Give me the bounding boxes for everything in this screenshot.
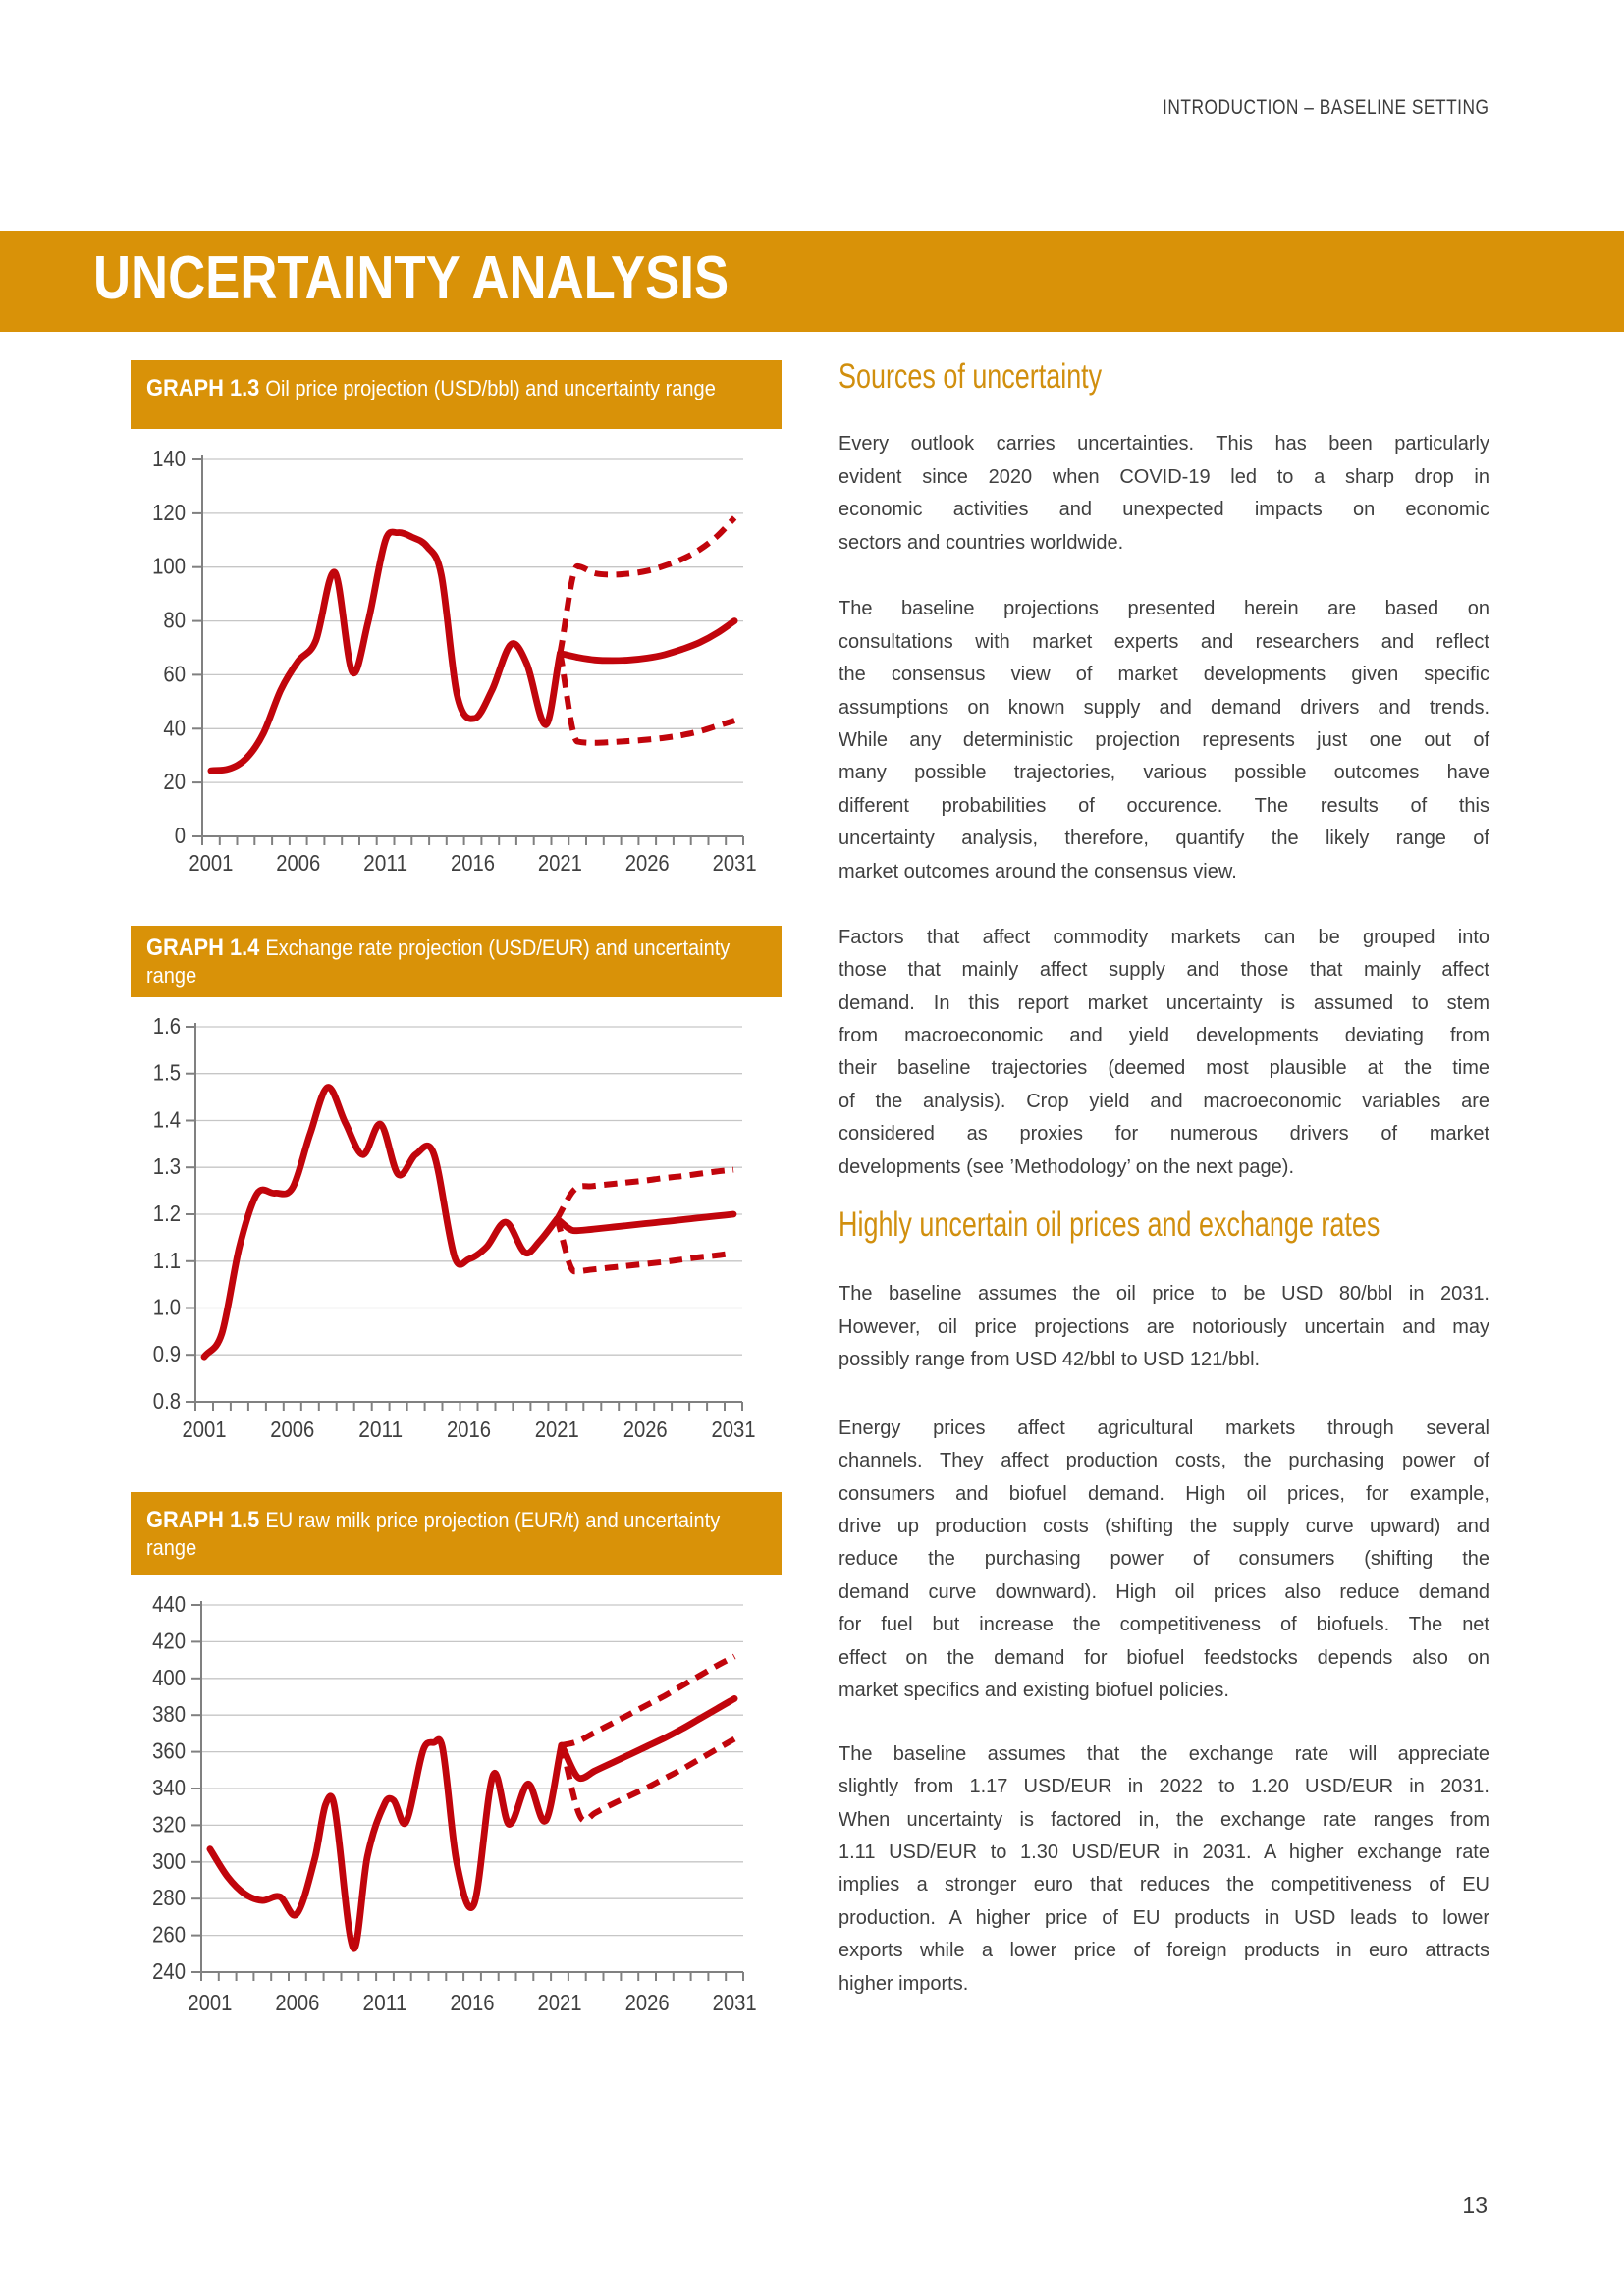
svg-text:2026: 2026 (623, 1416, 668, 1442)
svg-text:1.6: 1.6 (153, 1013, 181, 1039)
svg-text:440: 440 (152, 1591, 186, 1617)
svg-text:20: 20 (163, 769, 186, 794)
svg-text:300: 300 (152, 1848, 186, 1874)
svg-text:1.3: 1.3 (153, 1153, 181, 1179)
svg-text:2031: 2031 (713, 1990, 757, 2015)
svg-text:2031: 2031 (712, 1416, 756, 1442)
svg-text:2016: 2016 (451, 850, 495, 876)
svg-text:240: 240 (152, 1958, 186, 1984)
svg-text:380: 380 (152, 1701, 186, 1727)
svg-text:320: 320 (152, 1811, 186, 1837)
svg-text:2001: 2001 (188, 1990, 232, 2015)
svg-text:120: 120 (152, 500, 186, 525)
svg-text:2006: 2006 (275, 1990, 319, 2015)
svg-text:2021: 2021 (535, 1416, 579, 1442)
svg-text:60: 60 (163, 661, 186, 686)
svg-text:140: 140 (152, 446, 186, 471)
svg-text:100: 100 (152, 554, 186, 579)
svg-text:2021: 2021 (538, 1990, 582, 2015)
svg-text:2006: 2006 (276, 850, 320, 876)
svg-text:1.5: 1.5 (153, 1060, 181, 1086)
svg-text:1.1: 1.1 (153, 1248, 181, 1273)
svg-text:2011: 2011 (363, 850, 407, 876)
svg-text:1.2: 1.2 (153, 1201, 181, 1226)
svg-text:2016: 2016 (451, 1990, 495, 2015)
svg-text:2001: 2001 (183, 1416, 227, 1442)
svg-text:340: 340 (152, 1775, 186, 1800)
svg-text:2026: 2026 (625, 850, 670, 876)
svg-text:0: 0 (175, 823, 186, 848)
svg-text:2031: 2031 (713, 850, 757, 876)
svg-text:360: 360 (152, 1738, 186, 1764)
svg-text:2026: 2026 (625, 1990, 670, 2015)
svg-text:420: 420 (152, 1628, 186, 1653)
svg-text:2016: 2016 (447, 1416, 491, 1442)
svg-text:400: 400 (152, 1665, 186, 1690)
svg-text:2021: 2021 (538, 850, 582, 876)
svg-text:2006: 2006 (270, 1416, 314, 1442)
svg-text:0.9: 0.9 (153, 1341, 181, 1366)
svg-text:260: 260 (152, 1922, 186, 1948)
svg-text:80: 80 (163, 608, 186, 633)
svg-text:1.0: 1.0 (153, 1295, 181, 1320)
svg-text:1.4: 1.4 (153, 1107, 181, 1133)
svg-text:2011: 2011 (358, 1416, 403, 1442)
svg-text:0.8: 0.8 (153, 1388, 181, 1414)
svg-text:2011: 2011 (363, 1990, 407, 2015)
svg-text:280: 280 (152, 1885, 186, 1910)
svg-text:40: 40 (163, 715, 186, 740)
svg-text:2001: 2001 (189, 850, 233, 876)
